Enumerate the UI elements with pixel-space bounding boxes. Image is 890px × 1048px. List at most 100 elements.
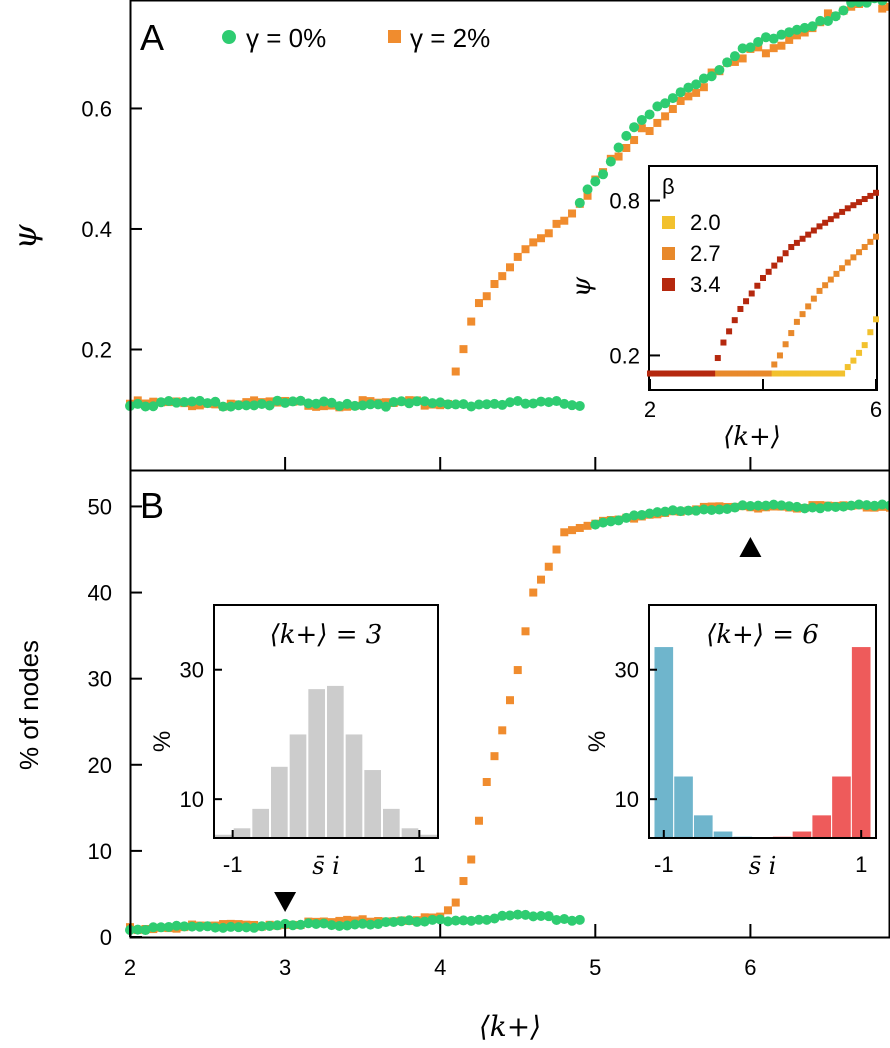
inset-point-beta-2.7 [861,244,868,251]
data-point-gamma-0 [171,920,182,931]
data-point-gamma-0 [473,399,484,410]
data-point-gamma-2 [738,54,747,63]
x-tick-label: 4 [434,955,446,980]
data-point-gamma-2 [474,816,483,825]
data-point-gamma-0 [722,57,733,68]
inset-point-beta-3.4 [793,239,800,246]
data-point-gamma-0 [505,910,515,921]
data-point-gamma-0 [427,914,438,925]
inset-point-beta-3.4 [714,355,721,362]
inset-k3-bar [364,770,381,838]
data-point-gamma-0 [505,397,515,408]
inset-x-tick-label: 6 [870,397,882,422]
data-point-gamma-0 [140,401,151,412]
data-point-gamma-0 [241,922,252,933]
data-point-gamma-2 [521,627,530,636]
inset-k6-bar [832,776,851,838]
inset-a-legend-label-2-0: 2.0 [690,210,721,235]
legend-marker-gamma-0 [222,30,236,44]
data-point-gamma-0 [714,504,725,515]
data-point-gamma-2 [358,396,367,405]
inset-x-tick-label: 2 [644,397,656,422]
inset-point-beta-2.0 [850,357,857,364]
data-point-gamma-2 [792,31,801,40]
data-point-gamma-0 [629,122,640,133]
inset-point-beta-2.7 [776,352,783,359]
inset-point-beta-3.4 [692,370,699,377]
data-point-gamma-0 [380,917,391,928]
data-point-gamma-0 [349,919,360,930]
data-point-gamma-0 [194,395,205,406]
data-point-gamma-2 [614,152,623,161]
y-tick-label: 0.4 [81,217,112,242]
data-point-gamma-0 [311,918,322,929]
inset-point-beta-2.0 [833,370,840,377]
data-point-gamma-0 [365,399,376,410]
data-point-gamma-0 [450,915,461,926]
data-point-gamma-0 [830,11,841,22]
data-point-gamma-0 [287,920,298,931]
data-point-gamma-0 [264,920,275,931]
inset-a-ticks: 2 6 0.2 0.8 [609,189,882,422]
data-point-gamma-0 [148,401,159,412]
inset-k6-x-tick-label: 1 [855,852,867,877]
data-point-gamma-0 [536,910,547,921]
data-point-gamma-2 [343,915,352,924]
data-point-gamma-2 [459,345,468,354]
data-point-gamma-2 [544,562,553,571]
inset-k3-bar [308,689,325,838]
data-point-gamma-0 [861,0,872,8]
inset-point-beta-2.7 [850,254,857,261]
inset-point-beta-3.4 [680,370,687,377]
inset-point-beta-3.4 [822,219,829,226]
inset-point-beta-2.0 [805,370,812,377]
data-point-gamma-0 [295,919,306,930]
data-point-gamma-0 [753,36,764,47]
data-point-gamma-0 [373,919,384,930]
inset-k6-frame [648,604,877,839]
data-point-gamma-0 [683,505,694,516]
data-point-gamma-2 [490,280,499,289]
inset-point-beta-2.0 [873,316,879,323]
inset-point-beta-2.7 [720,370,727,377]
inset-point-beta-3.4 [782,250,789,257]
data-point-gamma-0 [853,499,864,510]
data-point-gamma-2 [482,778,491,786]
data-point-gamma-2 [474,299,483,308]
panel-a-legend: γ = 0% γ = 2% [222,23,490,53]
data-point-gamma-2 [761,49,770,58]
inset-point-beta-3.4 [765,268,772,275]
data-point-gamma-0 [466,915,477,926]
data-point-gamma-2 [560,216,569,225]
data-point-gamma-0 [171,397,182,408]
data-point-gamma-0 [822,16,833,27]
data-point-gamma-0 [528,911,539,922]
data-point-gamma-2 [467,855,476,864]
data-point-gamma-0 [714,64,725,75]
inset-point-beta-2.0 [788,370,795,377]
inset-k3-bar [215,834,232,838]
data-point-gamma-0 [512,909,523,920]
inset-a-legend-label-2-7: 2.7 [690,241,721,266]
data-point-gamma-0 [644,508,655,519]
data-point-gamma-0 [807,21,818,32]
inset-a-legend-marker-3-4 [662,278,675,291]
data-point-gamma-0 [559,914,570,925]
panel-a: A 0.2 0.4 0.6 ψ γ = 0% γ = 2% 2 6 0.2 0.8 ψ ⟨… [6,0,890,472]
inset-point-beta-3.4 [799,235,806,242]
data-point-gamma-0 [567,915,578,926]
inset-point-beta-3.4 [856,199,863,206]
data-point-gamma-0 [365,919,376,930]
inset-k6-x-tick-label: -1 [654,852,674,877]
data-point-gamma-2 [692,88,701,97]
inset-k3-x-label: s̄ i [312,852,340,880]
data-point-gamma-0 [791,501,802,512]
data-point-gamma-0 [551,914,562,925]
inset-point-beta-3.4 [754,282,761,289]
inset-a-legend-marker-2-7 [662,247,675,260]
data-point-gamma-0 [776,29,787,40]
data-point-gamma-0 [233,400,244,411]
inset-point-beta-2.7 [760,370,766,377]
data-point-gamma-2 [637,124,646,133]
data-point-gamma-0 [698,73,709,84]
